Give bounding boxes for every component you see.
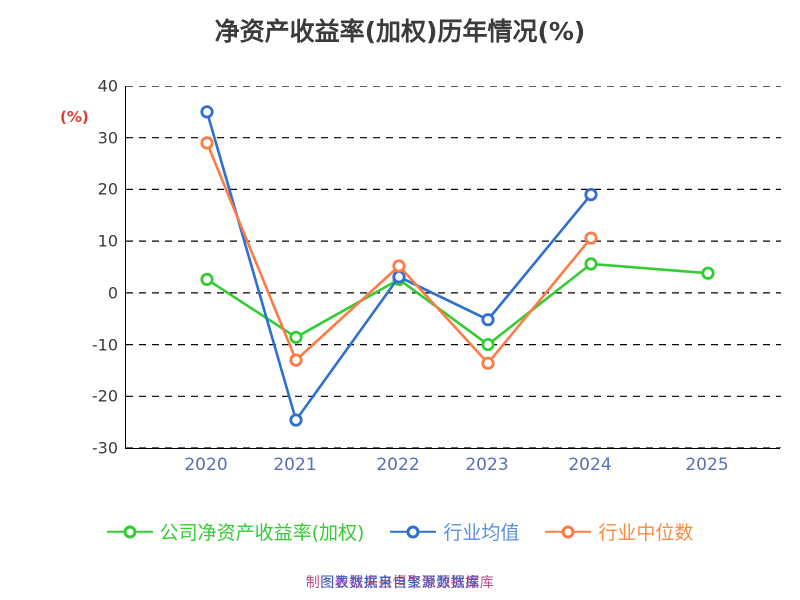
legend-item-industry-mean[interactable]: 行业均值: [390, 518, 519, 545]
data-point[interactable]: [289, 413, 303, 427]
data-point[interactable]: [200, 272, 214, 287]
x-tick-2021: 2021: [273, 455, 317, 475]
legend-item-company[interactable]: 公司净资产收益率(加权): [106, 518, 365, 545]
plot-svg: [126, 86, 781, 448]
data-point[interactable]: [200, 136, 214, 150]
y-axis-label: (%): [60, 108, 89, 126]
y-tick-0: 0: [107, 283, 118, 303]
data-point[interactable]: [584, 188, 598, 202]
footer-text-b: 图表数据来自聚源数据库: [320, 575, 480, 591]
chart-title: 净资产收益率(加权)历年情况(%): [214, 17, 586, 46]
x-tick-2024: 2024: [568, 455, 612, 475]
gridlines: [126, 86, 781, 448]
chart-legend: 公司净资产收益率(加权) 行业均值 行业中位数: [0, 518, 800, 545]
legend-label-industry-median: 行业中位数: [598, 522, 694, 544]
data-point[interactable]: [701, 266, 715, 280]
legend-label-industry-mean: 行业均值: [443, 522, 520, 544]
x-tick-2025: 2025: [685, 455, 729, 475]
data-point[interactable]: [584, 257, 598, 271]
data-point[interactable]: [289, 353, 303, 367]
y-tick-neg30: -30: [91, 438, 118, 458]
series-line-0: [206, 262, 709, 347]
data-point[interactable]: [392, 270, 406, 284]
y-tick-20: 20: [97, 179, 118, 199]
x-tick-2020: 2020: [184, 455, 228, 475]
series-line-2: [205, 142, 593, 366]
data-point[interactable]: [481, 313, 495, 327]
legend-label-company: 公司净资产收益率(加权): [159, 522, 365, 544]
y-tick-40: 40: [97, 76, 118, 96]
data-point[interactable]: [200, 105, 214, 119]
y-tick-30: 30: [97, 128, 118, 148]
data-point[interactable]: [289, 330, 303, 344]
y-axis-ticks: 40 30 20 10 0 -10 -20 -30: [60, 77, 118, 458]
data-point[interactable]: [584, 231, 598, 245]
chart-footer: 制图数据来自恒生聚源数据库 图表数据来自聚源数据库: [0, 572, 800, 592]
y-tick-10: 10: [97, 231, 118, 251]
series-layer: [200, 105, 715, 427]
data-point[interactable]: [481, 356, 495, 370]
plot-area: [125, 86, 781, 448]
x-tick-2022: 2022: [376, 455, 420, 475]
y-tick-neg20: -20: [91, 386, 118, 406]
data-point[interactable]: [481, 337, 495, 352]
x-tick-2023: 2023: [465, 455, 509, 475]
data-point[interactable]: [392, 259, 406, 273]
legend-item-industry-median[interactable]: 行业中位数: [545, 518, 693, 545]
x-axis-line: [125, 448, 780, 449]
footer-text-a: 制图数据来自恒生聚源数据库: [305, 575, 495, 591]
y-tick-neg10: -10: [91, 335, 118, 355]
